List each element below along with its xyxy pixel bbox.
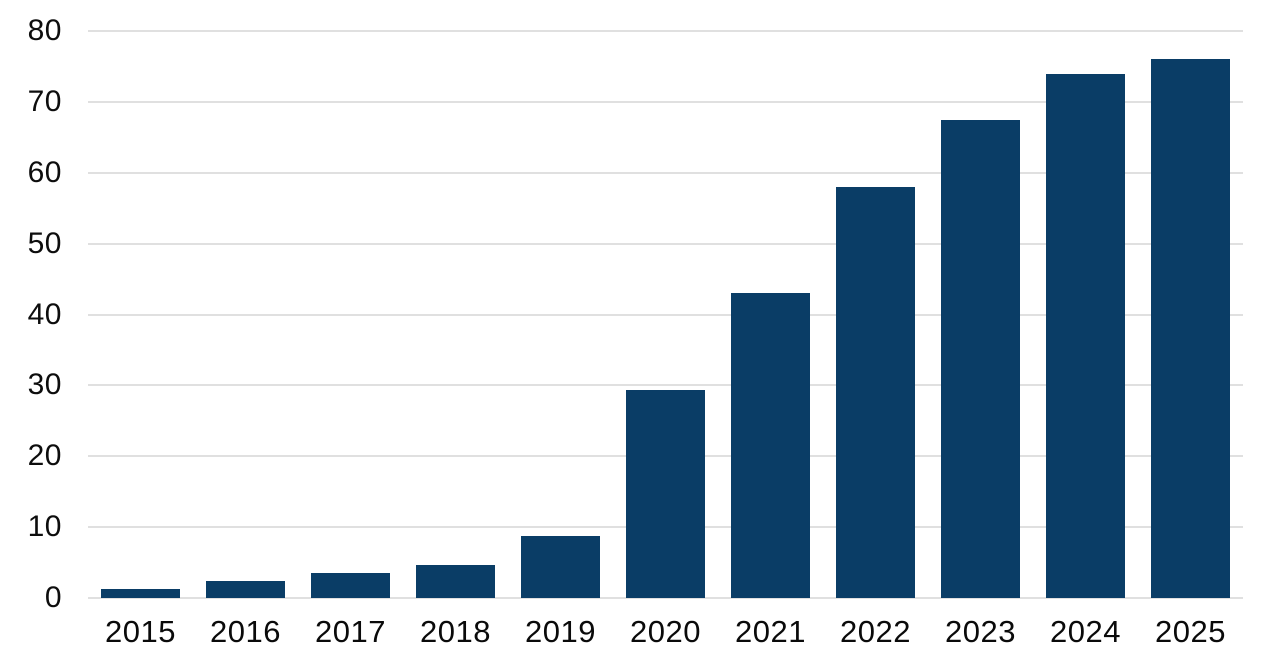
y-tick-label: 20 [27, 439, 62, 473]
bar [625, 390, 706, 598]
y-tick-label: 70 [27, 84, 62, 118]
x-tick-label: 2020 [630, 614, 701, 649]
bar-slot [718, 31, 823, 598]
y-tick-label: 40 [27, 297, 62, 331]
x-tick-label: 2022 [840, 614, 911, 649]
x-tick-label: 2016 [210, 614, 281, 649]
bar-slot [613, 31, 718, 598]
x-tick-label: 2024 [1050, 614, 1121, 649]
y-tick-label: 80 [27, 14, 62, 47]
bar [940, 119, 1021, 598]
bar [1150, 59, 1231, 598]
y-tick-label: 30 [27, 368, 62, 402]
bar [205, 581, 286, 598]
bar-slot [298, 31, 403, 598]
y-tick-label: 10 [27, 510, 62, 544]
bar [100, 588, 181, 598]
x-tick-label: 2019 [525, 614, 596, 649]
y-tick-label: 60 [27, 155, 62, 189]
x-tick-label: 2021 [735, 614, 806, 649]
bar-slot [508, 31, 613, 598]
gridline [88, 171, 1243, 174]
bar [415, 564, 496, 598]
bar-slot [403, 31, 508, 598]
x-tick-label: 2017 [315, 614, 386, 649]
bar [1045, 73, 1126, 598]
y-tick-label: 50 [27, 226, 62, 260]
bar-slot [1033, 31, 1138, 598]
gridline [88, 313, 1243, 316]
gridline [88, 242, 1243, 245]
x-tick-label: 2023 [945, 614, 1016, 649]
bar-slot [88, 31, 193, 598]
bar [520, 536, 601, 598]
bar [730, 293, 811, 598]
x-axis: 2015 2016 2017 2018 2019 2020 2021 2022 2023 2024… [88, 613, 1243, 650]
y-axis: 0 10 20 30 40 50 60 70 80 [0, 16, 62, 613]
bar-slot [1138, 31, 1243, 598]
x-tick-label: 2018 [420, 614, 491, 649]
gridline [88, 30, 1243, 32]
plot-area [88, 30, 1243, 599]
bar-slot [928, 31, 1033, 598]
bar [310, 573, 391, 598]
gridline [88, 597, 1243, 599]
x-tick-label: 2015 [105, 614, 176, 649]
bar [835, 186, 916, 598]
y-tick-label: 0 [44, 581, 62, 614]
bars [88, 31, 1243, 598]
gridline [88, 100, 1243, 103]
bar-slot [193, 31, 298, 598]
gridline [88, 384, 1243, 387]
bar-slot [823, 31, 928, 598]
x-tick-label: 2025 [1155, 614, 1226, 649]
